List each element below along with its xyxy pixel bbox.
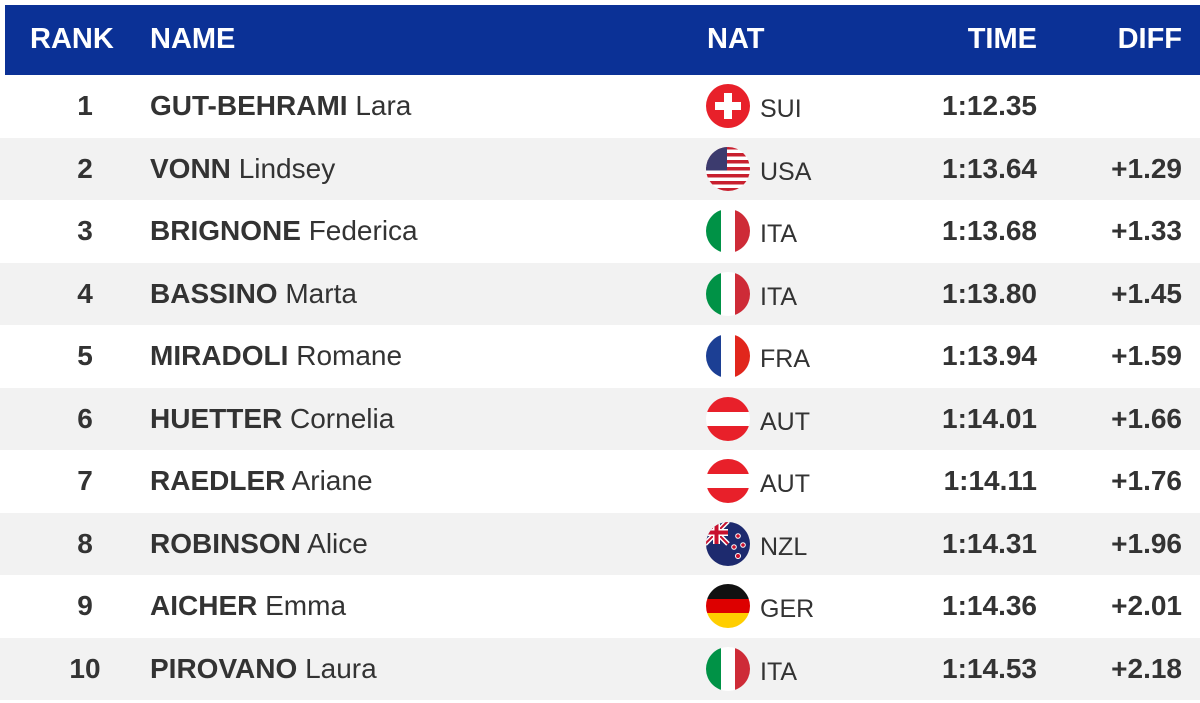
- rank: 3: [0, 200, 170, 263]
- rank: 5: [0, 325, 170, 388]
- time: 1:13.80: [942, 263, 1037, 326]
- name: ROBINSON Alice: [150, 513, 368, 576]
- nation: SUI: [760, 78, 802, 141]
- time: 1:12.35: [942, 75, 1037, 138]
- diff: +1.33: [1111, 200, 1182, 263]
- given-name: Lindsey: [239, 153, 336, 184]
- surname: BRIGNONE: [150, 215, 301, 246]
- surname: GUT-BEHRAMI: [150, 90, 348, 121]
- nation: ITA: [760, 203, 797, 266]
- flag: [705, 271, 751, 317]
- name: BRIGNONE Federica: [150, 200, 418, 263]
- nation: AUT: [760, 391, 810, 454]
- time: 1:14.01: [942, 388, 1037, 451]
- nation: NZL: [760, 516, 807, 579]
- surname: HUETTER: [150, 403, 282, 434]
- flag: [705, 521, 751, 567]
- table-header: RANK NAME NAT TIME DIFF: [5, 5, 1200, 75]
- time: 1:13.64: [942, 138, 1037, 201]
- flag: [705, 458, 751, 504]
- name: VONN Lindsey: [150, 138, 335, 201]
- flag: [705, 333, 751, 379]
- given-name: Laura: [305, 653, 377, 684]
- rank: 9: [0, 575, 170, 638]
- rank: 1: [0, 75, 170, 138]
- flag: [705, 396, 751, 442]
- flag: [705, 208, 751, 254]
- surname: AICHER: [150, 590, 257, 621]
- nation: GER: [760, 578, 814, 641]
- flag: [705, 146, 751, 192]
- given-name: Emma: [265, 590, 346, 621]
- rank: 7: [0, 450, 170, 513]
- header-cell: NAME: [150, 5, 235, 73]
- name: GUT-BEHRAMI Lara: [150, 75, 411, 138]
- time: 1:13.68: [942, 200, 1037, 263]
- time: 1:14.11: [944, 450, 1037, 513]
- rank: 6: [0, 388, 170, 451]
- flag: [705, 83, 751, 129]
- given-name: Romane: [296, 340, 402, 371]
- time: 1:14.36: [942, 575, 1037, 638]
- rank: 8: [0, 513, 170, 576]
- given-name: Lara: [355, 90, 411, 121]
- nation: USA: [760, 141, 811, 204]
- diff: +1.66: [1111, 388, 1182, 451]
- diff: +2.01: [1111, 575, 1182, 638]
- nation: ITA: [760, 266, 797, 329]
- given-name: Alice: [307, 528, 368, 559]
- given-name: Cornelia: [290, 403, 394, 434]
- time: 1:13.94: [942, 325, 1037, 388]
- name: AICHER Emma: [150, 575, 346, 638]
- header-cell: NAT: [707, 5, 764, 73]
- nation: ITA: [760, 641, 797, 703]
- name: HUETTER Cornelia: [150, 388, 394, 451]
- surname: ROBINSON: [150, 528, 301, 559]
- header-cell: TIME: [968, 5, 1037, 73]
- flag: [705, 646, 751, 692]
- nation: AUT: [760, 453, 810, 516]
- surname: PIROVANO: [150, 653, 297, 684]
- diff: +1.76: [1111, 450, 1182, 513]
- name: RAEDLER Ariane: [150, 450, 373, 513]
- rank: 2: [0, 138, 170, 201]
- diff: +1.59: [1111, 325, 1182, 388]
- flag: [705, 583, 751, 629]
- name: BASSINO Marta: [150, 263, 357, 326]
- diff: +1.29: [1111, 138, 1182, 201]
- name: MIRADOLI Romane: [150, 325, 402, 388]
- nation: FRA: [760, 328, 810, 391]
- diff: +1.45: [1111, 263, 1182, 326]
- given-name: Federica: [309, 215, 418, 246]
- diff: +2.18: [1111, 638, 1182, 701]
- given-name: Marta: [285, 278, 357, 309]
- header-cell: DIFF: [1118, 5, 1182, 73]
- header-cell: RANK: [30, 5, 114, 73]
- rank: 4: [0, 263, 170, 326]
- name: PIROVANO Laura: [150, 638, 377, 701]
- time: 1:14.31: [942, 513, 1037, 576]
- surname: VONN: [150, 153, 231, 184]
- surname: RAEDLER: [150, 465, 285, 496]
- surname: MIRADOLI: [150, 340, 288, 371]
- rank: 10: [0, 638, 170, 701]
- time: 1:14.53: [942, 638, 1037, 701]
- given-name: Ariane: [292, 465, 373, 496]
- surname: BASSINO: [150, 278, 278, 309]
- diff: +1.96: [1111, 513, 1182, 576]
